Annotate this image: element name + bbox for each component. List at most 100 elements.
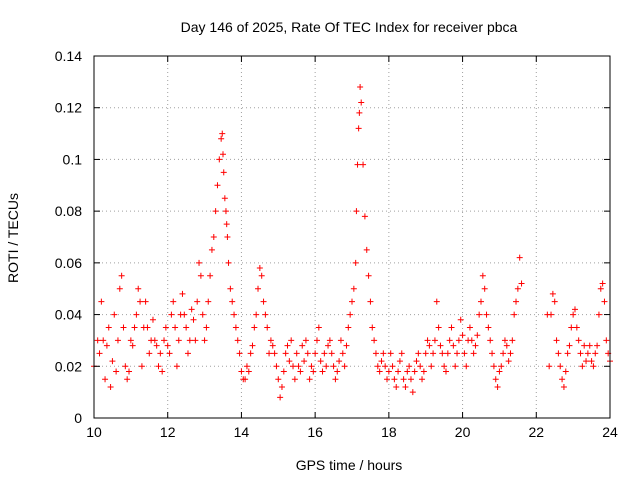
data-point bbox=[227, 285, 234, 292]
data-point bbox=[411, 368, 418, 375]
data-point bbox=[275, 376, 282, 383]
x-tick-label: 12 bbox=[160, 424, 176, 440]
data-point bbox=[155, 363, 162, 370]
data-point bbox=[503, 342, 510, 349]
data-point bbox=[133, 311, 140, 318]
x-tick-label: 14 bbox=[234, 424, 250, 440]
data-point bbox=[126, 368, 133, 375]
data-point bbox=[586, 342, 593, 349]
data-point bbox=[511, 311, 518, 318]
data-point bbox=[583, 358, 590, 365]
data-point bbox=[398, 350, 405, 357]
data-point bbox=[420, 368, 427, 375]
data-point bbox=[321, 350, 328, 357]
data-point bbox=[242, 376, 249, 383]
y-axis-label: ROTI / TECUs bbox=[5, 193, 21, 283]
data-point bbox=[441, 363, 448, 370]
data-point bbox=[559, 376, 566, 383]
data-point bbox=[557, 363, 564, 370]
data-point bbox=[487, 337, 494, 344]
data-point bbox=[107, 383, 114, 390]
data-point bbox=[356, 109, 363, 116]
data-point bbox=[304, 350, 311, 357]
data-point bbox=[500, 350, 507, 357]
data-point bbox=[216, 156, 223, 163]
data-point bbox=[103, 342, 110, 349]
data-point bbox=[220, 169, 227, 176]
data-point bbox=[144, 324, 151, 331]
data-point bbox=[393, 383, 400, 390]
data-point bbox=[498, 363, 505, 370]
data-point bbox=[184, 350, 191, 357]
data-point bbox=[114, 337, 121, 344]
data-point bbox=[590, 363, 597, 370]
data-point bbox=[384, 376, 391, 383]
data-point bbox=[461, 350, 468, 357]
x-tick-label: 20 bbox=[455, 424, 471, 440]
data-point bbox=[450, 342, 457, 349]
data-point bbox=[376, 368, 383, 375]
data-point bbox=[288, 337, 295, 344]
data-point bbox=[551, 298, 558, 305]
data-point bbox=[297, 368, 304, 375]
data-point bbox=[223, 221, 230, 228]
y-tick-label: 0.06 bbox=[55, 255, 82, 271]
x-tick-label: 16 bbox=[307, 424, 323, 440]
data-point bbox=[170, 298, 177, 305]
data-point bbox=[153, 342, 160, 349]
data-point bbox=[137, 298, 144, 305]
data-point bbox=[186, 337, 193, 344]
data-point bbox=[496, 368, 503, 375]
data-point bbox=[168, 311, 175, 318]
data-point bbox=[105, 324, 112, 331]
data-point bbox=[131, 324, 138, 331]
data-point bbox=[218, 135, 225, 142]
data-point bbox=[428, 363, 435, 370]
data-point bbox=[555, 350, 562, 357]
data-point bbox=[282, 350, 289, 357]
data-point bbox=[478, 298, 484, 305]
data-point bbox=[295, 363, 302, 370]
data-point bbox=[100, 337, 107, 344]
data-point bbox=[146, 350, 153, 357]
x-tick-label: 10 bbox=[86, 424, 102, 440]
data-point bbox=[566, 342, 573, 349]
data-point bbox=[409, 389, 416, 396]
data-point bbox=[595, 311, 602, 318]
data-point bbox=[402, 383, 409, 390]
y-tick-label: 0.1 bbox=[63, 151, 83, 167]
data-point bbox=[286, 358, 293, 365]
data-point bbox=[317, 358, 324, 365]
data-point bbox=[312, 350, 319, 357]
data-point bbox=[102, 376, 109, 383]
data-point bbox=[353, 208, 360, 215]
data-point bbox=[192, 337, 199, 344]
data-point bbox=[284, 342, 291, 349]
plot-frame bbox=[93, 55, 611, 419]
data-point bbox=[442, 368, 449, 375]
data-point bbox=[207, 272, 214, 279]
y-tick-label: 0.08 bbox=[55, 203, 82, 219]
data-point bbox=[577, 350, 584, 357]
data-point bbox=[339, 350, 346, 357]
data-point bbox=[474, 332, 481, 339]
data-point bbox=[489, 350, 496, 357]
data-point bbox=[422, 350, 429, 357]
data-point bbox=[564, 350, 571, 357]
data-point bbox=[439, 350, 446, 357]
data-point bbox=[159, 368, 166, 375]
data-point bbox=[454, 350, 461, 357]
data-point bbox=[599, 280, 606, 287]
data-point bbox=[251, 324, 258, 331]
data-point bbox=[194, 298, 201, 305]
data-point bbox=[249, 342, 256, 349]
data-point bbox=[208, 246, 215, 253]
data-point bbox=[494, 383, 501, 390]
data-point bbox=[260, 298, 267, 305]
data-point bbox=[221, 195, 228, 202]
data-point bbox=[382, 363, 389, 370]
data-point bbox=[446, 337, 453, 344]
data-point bbox=[142, 298, 149, 305]
y-tick-label: 0.04 bbox=[55, 307, 82, 323]
